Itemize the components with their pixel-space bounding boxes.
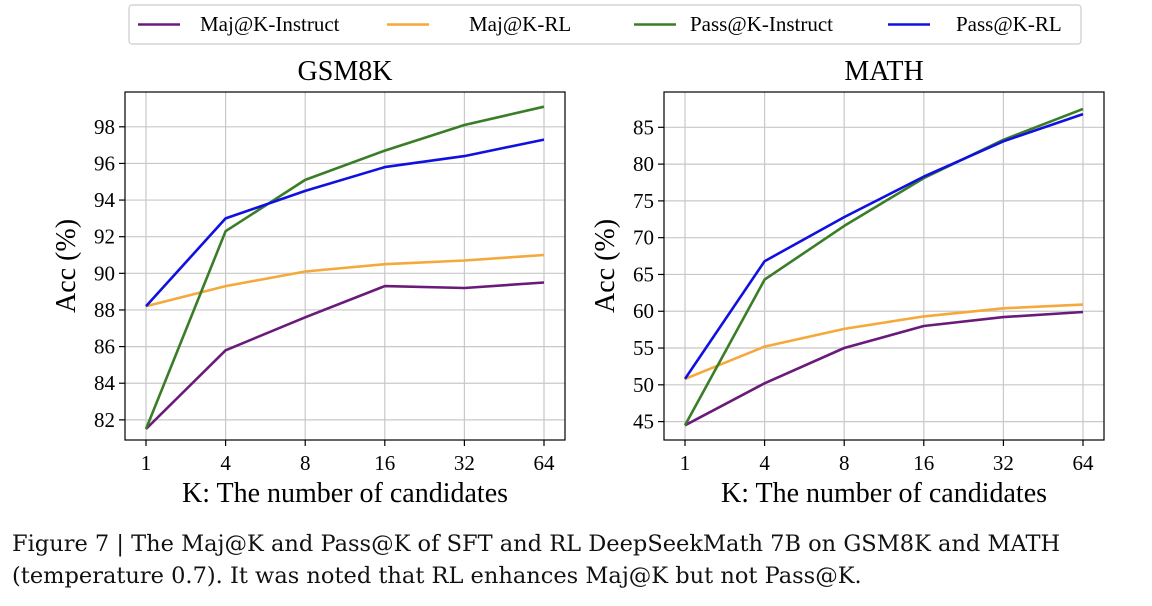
y-tick-label: 86: [94, 335, 115, 359]
y-tick-label: 90: [94, 261, 115, 285]
series-line-maj-k-rl: [684, 303, 1084, 381]
x-tick-label: 4: [759, 451, 770, 475]
y-tick-label: 45: [633, 410, 654, 434]
y-axis-label: Acc (%): [590, 219, 621, 313]
y-tick-label: 75: [633, 189, 654, 213]
y-tick-label: 92: [94, 225, 115, 249]
series-line-pass-k-instruct: [683, 107, 1084, 426]
series-line-pass-k-rl: [683, 112, 1084, 380]
chart-title: MATH: [844, 56, 923, 87]
x-tick-label: 8: [300, 451, 311, 475]
x-tick-label: 16: [913, 451, 934, 475]
chart-gsm8k: 1 4 8 16 32 64 82 84 86 88 90 92 94 96 98 GSM8K K: The…: [51, 56, 566, 509]
y-tick-label: 84: [94, 371, 116, 395]
y-tick-label: 65: [633, 262, 654, 286]
series-line-maj-k-instruct: [684, 310, 1084, 427]
y-tick-label: 96: [94, 151, 115, 175]
plot-frame: [124, 91, 566, 441]
x-axis-label: K: The number of candidates: [721, 478, 1047, 509]
chart-title: GSM8K: [298, 56, 393, 87]
y-tick-label: 85: [633, 115, 654, 139]
x-tick-label: 32: [993, 451, 1014, 475]
series-line-maj-k-instruct: [145, 281, 545, 430]
x-tick-label: 1: [680, 451, 691, 475]
y-tick-label: 82: [94, 408, 115, 432]
x-tick-label: 32: [454, 451, 475, 475]
series-line-maj-k-rl: [145, 253, 545, 308]
x-tick-label: 1: [141, 451, 152, 475]
legend-label-maj-instruct: Maj@K-Instruct: [200, 12, 340, 36]
x-tick-label: 16: [374, 451, 395, 475]
x-tick-label: 64: [1073, 451, 1095, 475]
figure-caption: Figure 7 | The Maj@K and Pass@K of SFT a…: [12, 528, 1147, 592]
y-tick-label: 70: [633, 226, 654, 250]
plot-frame: [663, 91, 1105, 441]
legend-label-maj-rl: Maj@K-RL: [469, 12, 571, 36]
series-line-pass-k-instruct: [144, 105, 545, 430]
y-tick-label: 94: [94, 188, 116, 212]
y-axis-label: Acc (%): [51, 219, 82, 313]
legend-frame: [128, 4, 1082, 45]
x-tick-label: 64: [534, 451, 556, 475]
figure: Maj@K-Instruct Maj@K-RL Pass@K-Instruct …: [51, 4, 1105, 509]
y-tick-label: 80: [633, 152, 654, 176]
x-axis-label: K: The number of candidates: [182, 478, 508, 509]
x-tick-label: 8: [839, 451, 850, 475]
legend-label-pass-rl: Pass@K-RL: [956, 12, 1062, 36]
caption-line-2: (temperature 0.7). It was noted that RL …: [12, 563, 862, 589]
y-tick-label: 98: [94, 115, 115, 139]
chart-math: 1 4 8 16 32 64 45 50 55 60 65 70 75 80 85 MATH K: The …: [590, 56, 1105, 509]
y-tick-label: 88: [94, 298, 115, 322]
caption-line-1: Figure 7 | The Maj@K and Pass@K of SFT a…: [12, 531, 1061, 557]
legend: Maj@K-Instruct Maj@K-RL Pass@K-Instruct …: [128, 4, 1082, 45]
x-tick-label: 4: [220, 451, 231, 475]
y-tick-label: 55: [633, 336, 654, 360]
y-tick-label: 50: [633, 373, 654, 397]
series-line-pass-k-rl: [145, 138, 545, 308]
y-tick-label: 60: [633, 299, 654, 323]
legend-label-pass-instruct: Pass@K-Instruct: [690, 12, 833, 36]
